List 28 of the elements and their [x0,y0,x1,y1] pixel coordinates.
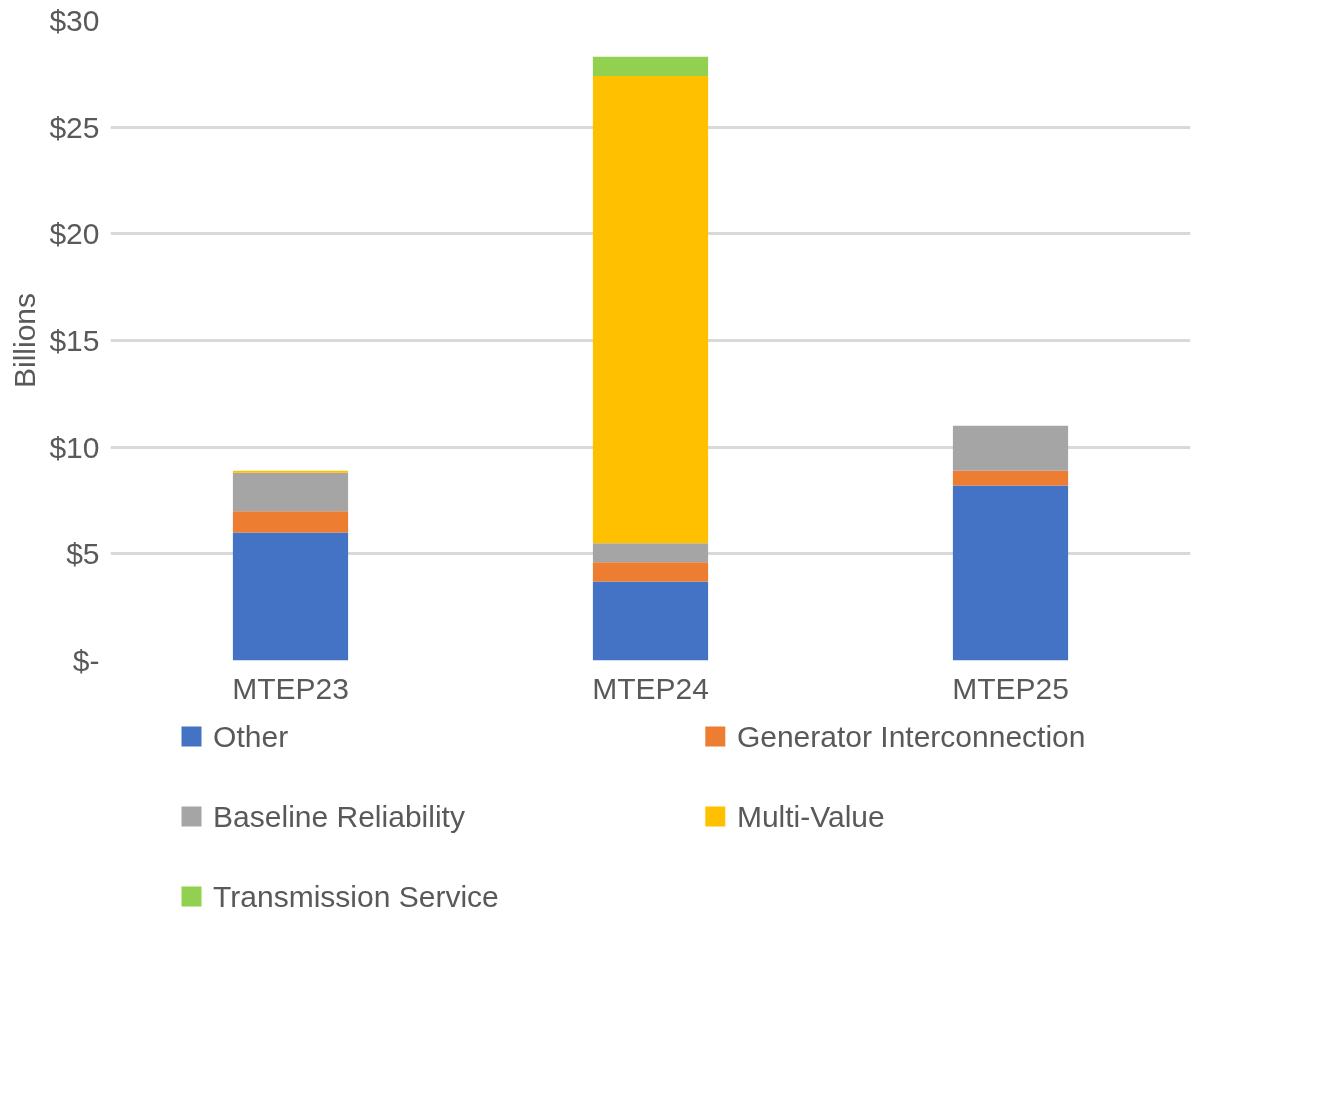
y-tick-label: $- [72,644,100,677]
bar [232,532,349,661]
bar [592,562,709,582]
x-tick-label: MTEP25 [952,671,1069,705]
bar [232,472,349,512]
bar [592,75,709,544]
legend-label: Multi-Value [736,800,885,833]
x-tick-label: MTEP24 [592,671,709,705]
y-tick-label: $25 [49,110,100,144]
legend-label: Baseline Reliability [213,800,465,833]
bar [232,511,349,533]
y-axis-title: Billions [8,292,42,389]
x-tick-label: MTEP23 [232,671,349,705]
bar [592,543,709,563]
bar [952,470,1069,486]
y-tick-label: $20 [49,217,100,251]
legend-label: Generator Interconnection [736,720,1086,753]
bar [952,425,1069,471]
y-tick-label: $10 [49,430,100,464]
y-tick-label: $30 [49,4,100,37]
bar [232,470,349,473]
y-tick-label: $15 [49,324,100,357]
bar [592,56,709,76]
bar [592,581,709,661]
y-tick-label: $5 [66,537,100,571]
legend-label: Other [213,720,289,753]
legend-label: Transmission Service [213,880,499,913]
bar [952,485,1069,661]
